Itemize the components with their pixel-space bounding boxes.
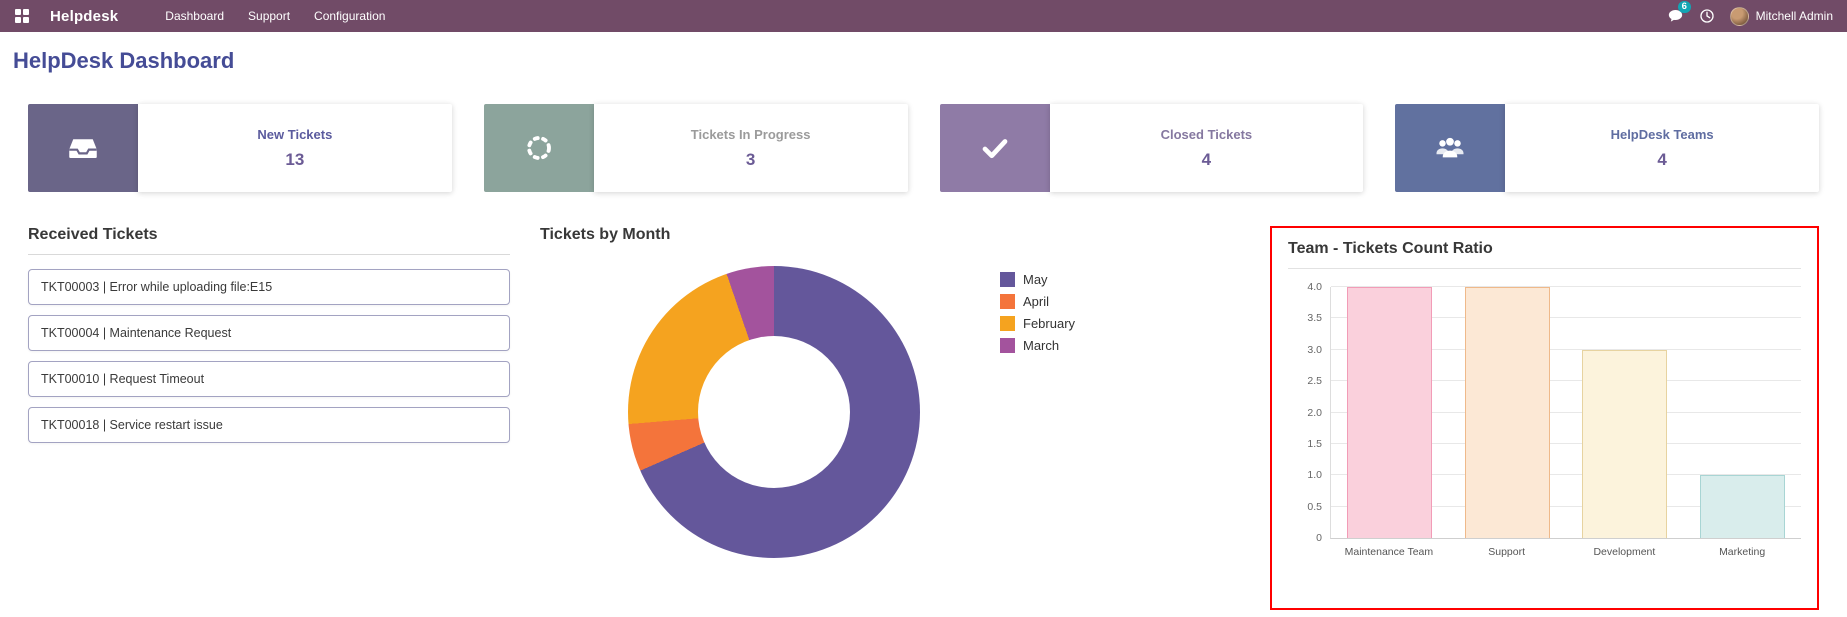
user-name: Mitchell Admin [1755,9,1833,23]
legend-label: March [1023,338,1060,353]
kpi-body: HelpDesk Teams 4 [1505,104,1819,192]
received-tickets-section: Received Tickets TKT00003 | Error while … [28,226,510,453]
list-item[interactable]: TKT00004 | Maintenance Request [28,315,510,351]
y-tick-label: 1.0 [1307,469,1322,482]
legend-item-march[interactable]: March [1000,338,1075,353]
legend-label: May [1023,272,1048,287]
page-title: HelpDesk Dashboard [13,48,235,73]
bar-chart[interactable]: 0 0.5 1.0 1.5 2.0 2.5 3.0 3.5 4.0 Maintenance Te… [1288,281,1801,558]
inbox-icon [28,104,138,192]
activity-clock-icon[interactable] [1699,8,1715,24]
list-item[interactable]: TKT00010 | Request Timeout [28,361,510,397]
received-tickets-list: TKT00003 | Error while uploading file:E1… [28,269,510,443]
donut-chart[interactable] [628,266,920,558]
y-tick-label: 2.5 [1307,375,1322,388]
y-tick-label: 0 [1316,532,1322,544]
tickets-by-month-title: Tickets by Month [540,226,671,243]
kpi-card-closed-tickets[interactable]: Closed Tickets 4 [939,104,1364,192]
apps-grid-icon[interactable] [10,4,34,28]
top-navbar: Helpdesk Dashboard Support Configuration 6… [0,0,1847,32]
bar-slot [1566,287,1684,538]
bar-support[interactable] [1464,287,1550,538]
chart-legend: May April February March [1000,272,1075,558]
kpi-value: 4 [1657,149,1667,169]
gridline [1331,317,1801,319]
bar-marketing[interactable] [1699,475,1785,538]
bar-maintenance-team[interactable] [1347,287,1433,538]
kpi-label: HelpDesk Teams [1610,126,1714,142]
kpi-body: Closed Tickets 4 [1049,104,1364,192]
kpi-card-helpdesk-teams[interactable]: HelpDesk Teams 4 [1395,104,1819,192]
gridline [1331,348,1801,350]
legend-item-may[interactable]: May [1000,272,1075,287]
tickets-by-month-section: Tickets by Month May April February March [540,226,1240,558]
messages-icon[interactable]: 6 [1667,1,1691,24]
gridline [1331,380,1801,382]
legend-swatch [1000,338,1015,353]
kpi-body: New Tickets 13 [138,104,452,192]
bar-slot [1331,287,1449,538]
kpi-card-tickets-in-progress[interactable]: Tickets In Progress 3 [483,104,908,192]
legend-label: February [1023,316,1076,331]
kpi-value: 3 [745,149,756,169]
spinner-icon [483,104,594,192]
avatar [1729,6,1749,26]
bar-plot: 0 0.5 1.0 1.5 2.0 2.5 3.0 3.5 4.0 [1307,281,1801,544]
kpi-label: Closed Tickets [1160,126,1253,142]
kpi-body: Tickets In Progress 3 [593,104,908,192]
x-axis-label: Marketing [1719,546,1766,558]
received-tickets-title: Received Tickets [28,226,510,255]
y-tick-label: 3.5 [1307,312,1322,325]
bar-slot [1449,287,1567,538]
legend-swatch [1000,294,1015,309]
kpi-label: Tickets In Progress [690,126,811,142]
user-menu[interactable]: Mitchell Admin [1729,6,1833,26]
list-item[interactable]: TKT00018 | Service restart issue [28,407,510,443]
donut-chart-area: May April February March [540,266,1240,558]
nav-item-configuration[interactable]: Configuration [314,9,386,23]
gridline [1331,286,1801,287]
legend-item-february[interactable]: February [1000,316,1075,331]
y-tick-label: 2.0 [1307,406,1322,419]
team-ratio-section: Team - Tickets Count Ratio 0 0.5 1.0 1.5 2.0… [1270,226,1819,610]
list-item[interactable]: TKT00003 | Error while uploading file:E1… [28,269,510,305]
y-tick-label: 1.5 [1307,437,1322,450]
bar-x-labels: Maintenance Team Support Development Market… [1330,546,1801,558]
kpi-value: 13 [285,149,305,169]
legend-swatch [1000,316,1015,331]
check-icon [939,104,1050,192]
kpi-card-new-tickets[interactable]: New Tickets 13 [28,104,452,192]
legend-label: April [1023,294,1050,309]
users-icon [1395,104,1506,192]
bar-slots [1331,287,1801,538]
app-brand[interactable]: Helpdesk [50,7,119,25]
nav-item-support[interactable]: Support [248,9,291,23]
nav-right: 6 Mitchell Admin [1667,1,1837,26]
nav-item-dashboard[interactable]: Dashboard [165,9,225,23]
bar-slot [1684,287,1802,538]
kpi-value: 4 [1201,149,1212,169]
bar-development[interactable] [1582,349,1668,538]
content-row: Received Tickets TKT00003 | Error while … [0,226,1847,610]
y-tick-label: 4.0 [1307,281,1322,293]
kpi-row: New Tickets 13 Tickets In Progress 3 Close… [0,104,1847,192]
gridline [1331,505,1801,507]
nav-menu: Dashboard Support Configuration [154,4,396,28]
x-axis-label: Development [1593,546,1656,558]
gridline [1331,474,1801,476]
kpi-label: New Tickets [257,126,333,142]
x-axis-label: Support [1488,546,1526,558]
y-tick-label: 0.5 [1307,500,1322,513]
legend-swatch [1000,272,1015,287]
donut-hole [698,336,850,488]
legend-item-april[interactable]: April [1000,294,1075,309]
team-ratio-title: Team - Tickets Count Ratio [1288,240,1801,269]
messages-badge: 6 [1677,1,1691,13]
y-tick-label: 3.0 [1307,343,1322,356]
x-axis-label: Maintenance Team [1344,546,1434,558]
gridline [1331,442,1801,444]
gridline [1331,411,1801,413]
